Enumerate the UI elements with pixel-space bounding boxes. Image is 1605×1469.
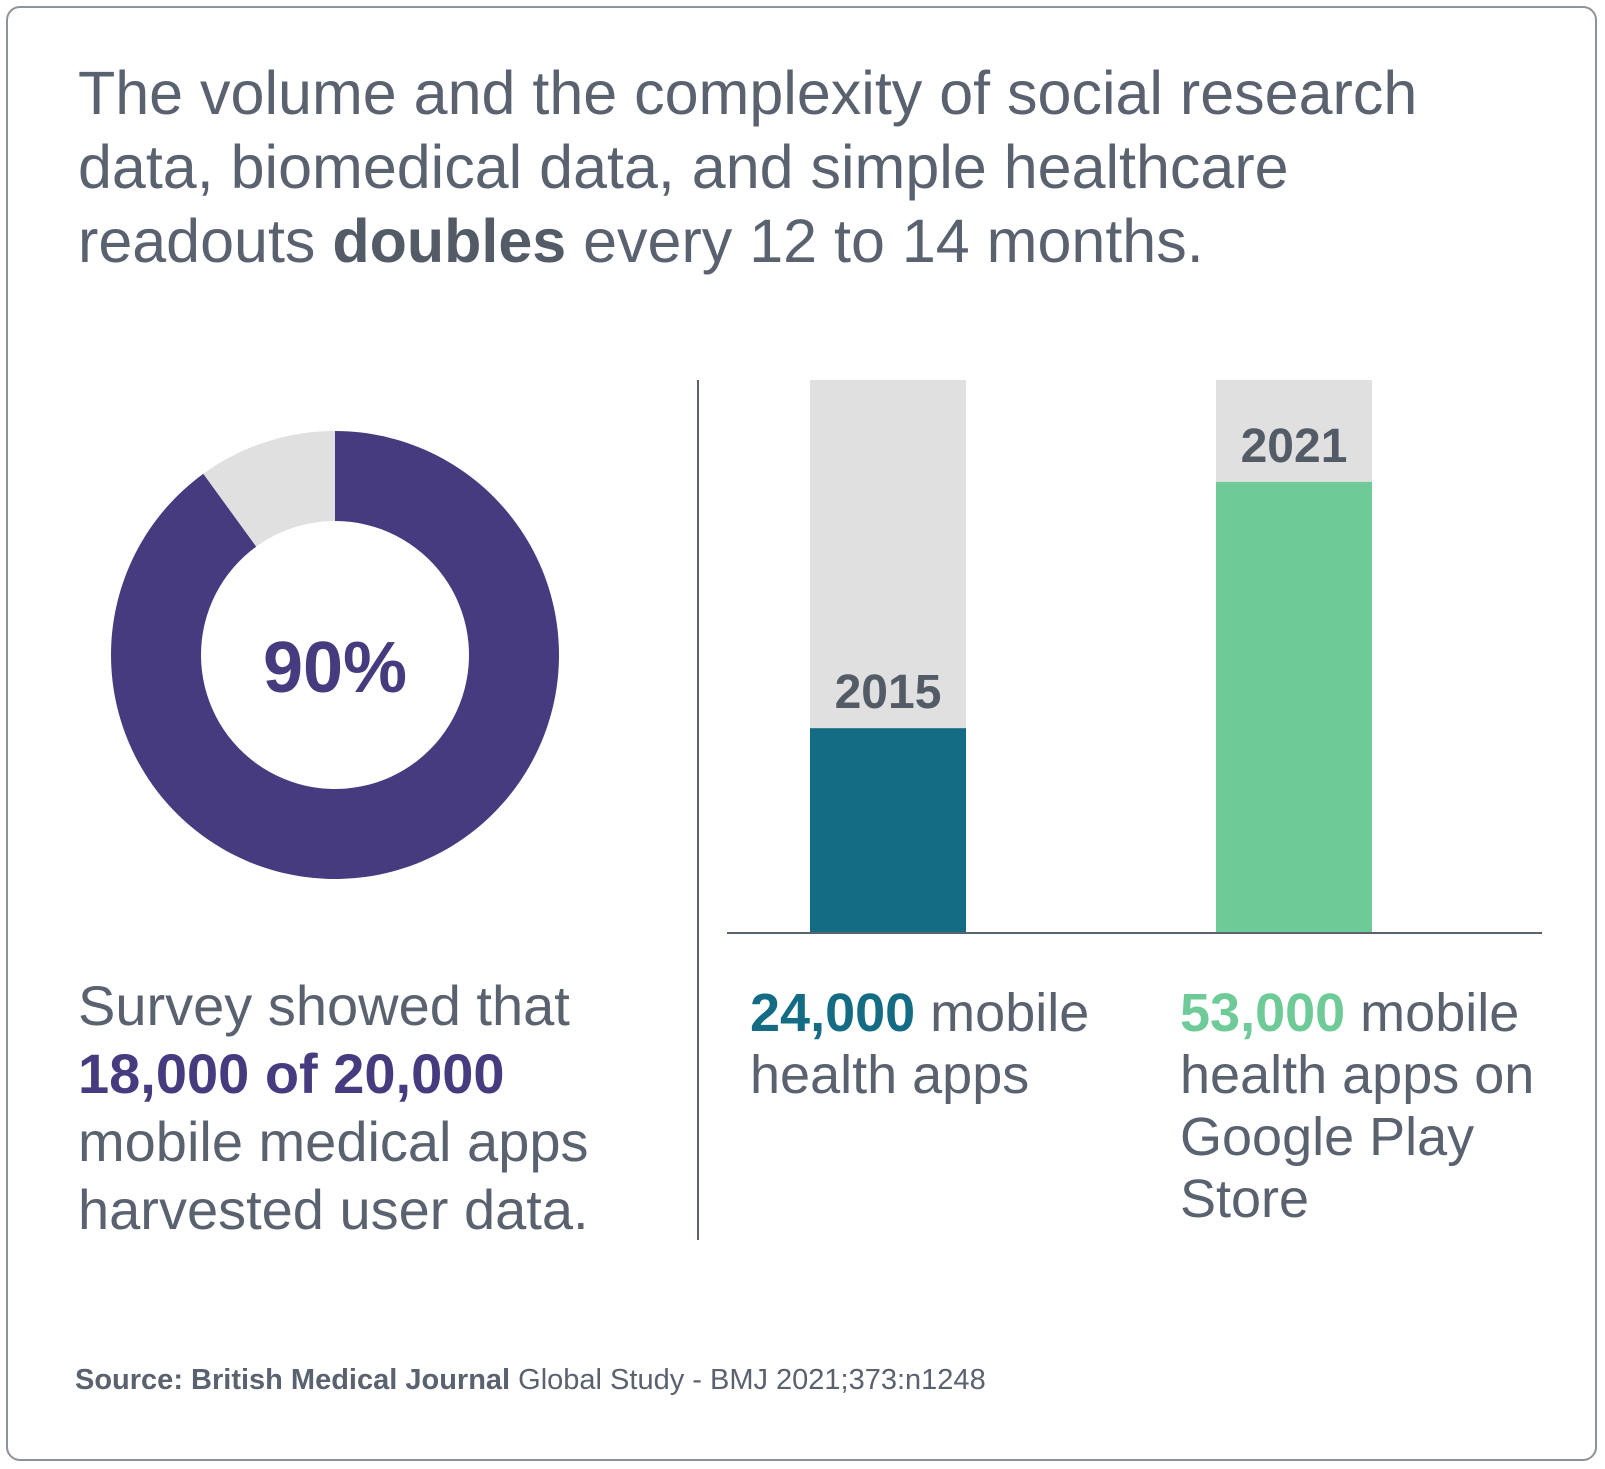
bar-caption-2021-number: 53,000: [1180, 983, 1346, 1043]
source-label: Source: British Medical Journal: [75, 1364, 511, 1396]
bar-caption-2021-text: mobile health apps on Google Play Store: [1180, 983, 1535, 1229]
bar-caption-2021: 53,000 mobile health apps on Google Play…: [1180, 982, 1580, 1230]
donut-center-label: 90%: [263, 628, 407, 708]
donut-segment-main: [111, 431, 560, 879]
bar-label-2021: 2021: [1241, 420, 1348, 473]
donut-segment-rest: [203, 431, 335, 547]
bar-chart: 2015 2021: [727, 380, 1542, 960]
bar-chart-svg: 2015 2021: [727, 380, 1542, 934]
bar-label-2015: 2015: [835, 666, 942, 719]
headline: The volume and the complexity of social …: [78, 56, 1518, 278]
source-note: Source: British Medical Journal Global S…: [75, 1362, 986, 1398]
bar-caption-2015: 24,000 mobile health apps: [750, 982, 1150, 1106]
headline-emphasis: doubles: [332, 207, 567, 275]
bar-2021: [1216, 481, 1372, 932]
bar-caption-2015-text: mobile health apps: [750, 983, 1090, 1105]
headline-text-before: The volume and the complexity of social …: [78, 59, 1418, 275]
survey-rest: mobile medical apps harvested user data.: [78, 1110, 589, 1241]
survey-lead: Survey showed that: [78, 974, 570, 1037]
bar-caption-2015-number: 24,000: [750, 983, 916, 1043]
donut-chart: 90%: [110, 430, 560, 880]
source-text: Global Study - BMJ 2021;373:n1248: [510, 1364, 986, 1396]
survey-highlight: 18,000 of 20,000: [78, 1042, 505, 1105]
bar-2015: [810, 728, 966, 932]
headline-text-after: every 12 to 14 months.: [566, 207, 1204, 275]
donut-chart-svg: 90%: [111, 431, 560, 879]
column-divider: [697, 380, 699, 1240]
survey-text: Survey showed that 18,000 of 20,000 mobi…: [78, 972, 698, 1244]
